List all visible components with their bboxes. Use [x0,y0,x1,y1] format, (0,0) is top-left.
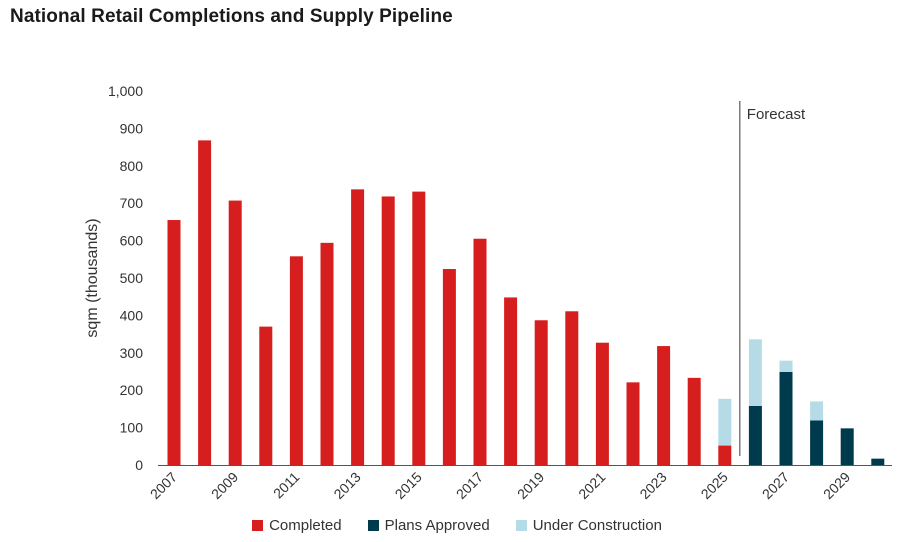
x-tick-label: 2009 [208,469,241,502]
bars [168,140,885,465]
bar-under-construction-2028 [810,401,823,420]
bar-under-construction-2025 [718,399,731,446]
bar-completed-2023 [657,346,670,465]
chart-canvas: 01002003004005006007008009001,000 2007 20… [0,0,914,542]
y-tick-label: 200 [120,382,144,398]
bar-completed-2008 [198,140,211,465]
bar-completed-2020 [565,311,578,465]
legend-item-under-construction: Under Construction [516,517,662,534]
legend: Completed Plans Approved Under Construct… [0,517,914,534]
bar-completed-2022 [627,382,640,465]
x-tick-label: 2025 [698,469,731,502]
legend-label-under-construction: Under Construction [533,517,662,534]
x-tick-label: 2007 [147,469,180,502]
bar-completed-2021 [596,343,609,465]
y-tick-label: 100 [120,420,144,436]
legend-swatch-plans-approved [368,520,379,531]
bar-completed-2011 [290,256,303,465]
bar-completed-2009 [229,201,242,465]
bar-completed-2007 [168,220,181,465]
x-tick-label: 2021 [575,469,608,502]
x-axis: 2007 2009 2011 2013 2015 2017 2019 2021 2023 2025… [147,466,892,503]
bar-completed-2025 [718,446,731,465]
y-tick-label: 800 [120,158,144,174]
y-tick-label: 900 [120,120,144,136]
y-tick-label: 700 [120,195,144,211]
legend-label-completed: Completed [269,517,342,534]
legend-item-plans-approved: Plans Approved [368,517,490,534]
bar-plans-approved-2026 [749,406,762,465]
x-tick-label: 2011 [270,469,303,502]
x-tick-label: 2015 [392,469,425,502]
y-tick-label: 1,000 [108,83,143,99]
bar-plans-approved-2027 [780,372,793,465]
y-tick-label: 300 [120,345,144,361]
y-axis: 0 100 200 300 400 500 600 700 800 900 1,000 [108,83,143,473]
y-tick-label: 600 [120,233,144,249]
x-tick-label: 2017 [453,469,486,502]
bar-completed-2024 [688,378,701,465]
bar-completed-2018 [504,297,517,465]
y-tick-label: 400 [120,307,144,323]
x-tick-label: 2029 [820,469,853,502]
legend-item-completed: Completed [252,517,342,534]
y-tick-label: 500 [120,270,144,286]
forecast-label: Forecast [747,106,806,123]
bar-under-construction-2027 [780,361,793,372]
x-tick-label: 2019 [514,469,547,502]
bar-completed-2015 [412,192,425,465]
y-axis-label: sqm (thousands) [84,218,101,337]
bar-plans-approved-2029 [841,428,854,465]
bar-completed-2013 [351,189,364,465]
legend-swatch-under-construction [516,520,527,531]
bar-completed-2012 [321,243,334,465]
bar-under-construction-2026 [749,339,762,406]
x-tick-label: 2023 [636,469,669,502]
x-tick-label: 2027 [759,469,792,502]
x-tick-label: 2013 [330,469,363,502]
bar-completed-2017 [474,239,487,465]
y-tick-label: 0 [135,457,143,473]
bar-plans-approved-2030 [871,459,884,465]
legend-label-plans-approved: Plans Approved [385,517,490,534]
bar-completed-2014 [382,196,395,465]
legend-swatch-completed [252,520,263,531]
bar-completed-2010 [259,327,272,465]
bar-completed-2016 [443,269,456,465]
bar-plans-approved-2028 [810,420,823,465]
bar-completed-2019 [535,320,548,465]
